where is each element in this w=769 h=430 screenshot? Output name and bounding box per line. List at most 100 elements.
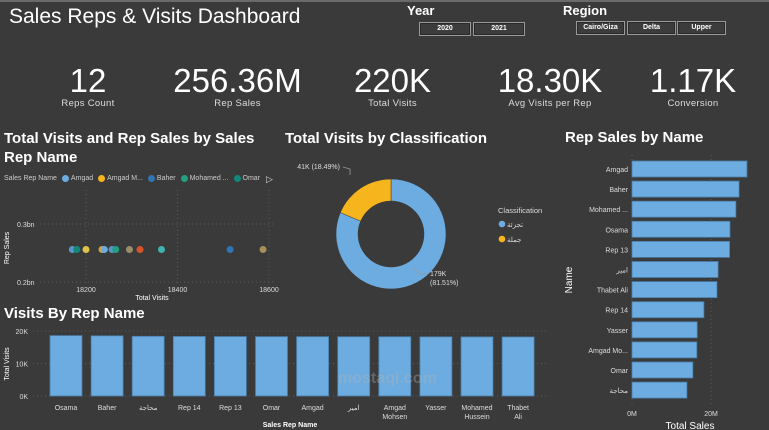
leader-line	[412, 267, 427, 275]
region-upper-button[interactable]: Upper	[677, 21, 726, 35]
kpi-label: Reps Count	[61, 98, 115, 109]
legend-item[interactable]: Baher	[147, 175, 176, 182]
category-label: Amgad Mo...	[588, 348, 628, 355]
legend-next-arrow-icon[interactable]: ▷	[266, 174, 273, 184]
bar	[631, 321, 698, 339]
bar	[631, 281, 718, 299]
scatter-point	[125, 246, 133, 254]
category-label: Omar	[263, 405, 281, 412]
category-label: Amgad	[606, 167, 628, 174]
y-axis-title: Rep Sales	[4, 231, 11, 264]
donut-legend-label: تجزئة	[507, 221, 523, 229]
category-label: محاجة	[139, 404, 158, 412]
legend-dot-icon	[147, 175, 155, 182]
region-delta-button[interactable]: Delta	[627, 21, 676, 35]
kpi-label: Rep Sales	[214, 98, 261, 109]
category-label: Rep 14	[605, 308, 628, 315]
vbar-chart-title: Visits By Rep Name	[4, 305, 145, 322]
legend-title: Sales Rep Name	[4, 175, 57, 182]
bar	[460, 336, 494, 397]
legend-label: Omar	[242, 175, 261, 182]
bar	[631, 160, 748, 178]
bar	[378, 336, 412, 397]
top-border	[0, 0, 769, 2]
kpi-value: 1.17K	[649, 62, 737, 99]
category-label: Baher	[98, 405, 117, 412]
category-label: Amgad	[302, 405, 324, 412]
bar	[255, 336, 288, 397]
scatter-point	[100, 246, 108, 254]
rep-sales-bar-chart: Amgad Baher Mohamed ... Osama Rep 13 امير Thab…	[564, 155, 748, 430]
category-label: Rep 13	[219, 405, 242, 412]
x-tick-label: 18200	[76, 287, 96, 294]
scatter-point	[73, 246, 81, 254]
scatter-point	[157, 246, 165, 254]
year-slicer-label: Year	[407, 3, 435, 18]
bar	[631, 241, 730, 258]
bar	[131, 335, 165, 397]
bar	[631, 301, 705, 319]
scatter-point	[226, 246, 234, 254]
slice-percent-label: (81.51%)	[430, 280, 458, 287]
x-tick-label: 0M	[627, 411, 637, 418]
legend-label: Amgad M...	[107, 175, 143, 182]
region-slicer-label: Region	[563, 3, 608, 18]
category-label: امير	[347, 404, 360, 412]
y-tick-label: 20K	[16, 329, 29, 336]
category-label: Mohsen	[382, 414, 407, 421]
bar	[631, 341, 698, 359]
donut-slice	[335, 178, 447, 290]
legend-dot-icon	[233, 175, 241, 182]
legend-label: Amgad	[70, 175, 94, 182]
x-axis-title: Total Sales	[666, 421, 715, 430]
leader-line	[342, 166, 351, 175]
kpi-value: 18.30K	[497, 62, 603, 99]
legend-dot-icon	[98, 175, 106, 182]
scatter-point	[82, 246, 90, 254]
slice-value-label: 41K (18.49%)	[297, 164, 340, 171]
bar	[631, 220, 731, 238]
y-axis-title: Name	[564, 266, 575, 293]
year-2021-button[interactable]: 2021	[473, 22, 525, 36]
kpi-total-visits: 220K Total Visits	[330, 62, 455, 110]
bar	[49, 335, 83, 397]
category-label: Osama	[605, 227, 628, 234]
legend-dot-icon	[61, 175, 69, 182]
x-axis-title: Total Visits	[135, 295, 169, 302]
bar	[213, 336, 247, 397]
bar	[631, 261, 719, 278]
bar	[631, 180, 740, 198]
dashboard-title: Sales Reps & Visits Dashboard	[9, 5, 301, 28]
y-axis-title: Total Visits	[4, 347, 11, 381]
category-label: Rep 13	[605, 247, 628, 254]
scatter-point	[136, 246, 144, 254]
legend-item[interactable]: Mohamed ...	[180, 175, 229, 182]
category-label: Thabet	[507, 405, 529, 412]
donut-chart: 179K (81.51%) 41K (18.49%) Classification تج…	[297, 164, 542, 290]
y-tick-label: 0.2bn	[17, 280, 35, 287]
x-tick-label: 18600	[259, 287, 279, 294]
legend-label: Baher	[156, 175, 176, 182]
kpi-value: 12	[69, 62, 107, 99]
y-tick-label: 10K	[16, 362, 29, 369]
category-label: Hussein	[464, 414, 489, 421]
legend-item[interactable]: Amgad	[61, 175, 94, 182]
legend-item[interactable]: Amgad M...	[98, 175, 143, 182]
year-2020-button[interactable]: 2020	[419, 22, 471, 36]
bar	[172, 336, 206, 397]
kpi-reps-count: 12 Reps Count	[38, 62, 138, 110]
category-label: Rep 14	[178, 405, 201, 412]
category-label: Omar	[611, 368, 629, 375]
hbar-chart-title: Rep Sales by Name	[565, 129, 704, 146]
kpi-value: 220K	[353, 62, 432, 99]
category-label: محاجة	[610, 387, 629, 395]
scatter-legend: Sales Rep Name Amgad Amgad M... Baher Moham…	[4, 175, 260, 182]
legend-item[interactable]: Omar	[233, 175, 261, 182]
kpi-value: 256.36M	[173, 62, 302, 99]
scatter-chart-title: Total Visits and Rep Sales by Sales Rep …	[4, 130, 255, 166]
category-label: Baher	[609, 187, 628, 194]
kpi-avg-visits: 18.30K Avg Visits per Rep	[475, 62, 625, 110]
kpi-label: Conversion	[667, 98, 719, 109]
region-cairo-giza-button[interactable]: Cairo/Giza	[576, 21, 625, 35]
y-tick-label: 0K	[19, 394, 28, 401]
